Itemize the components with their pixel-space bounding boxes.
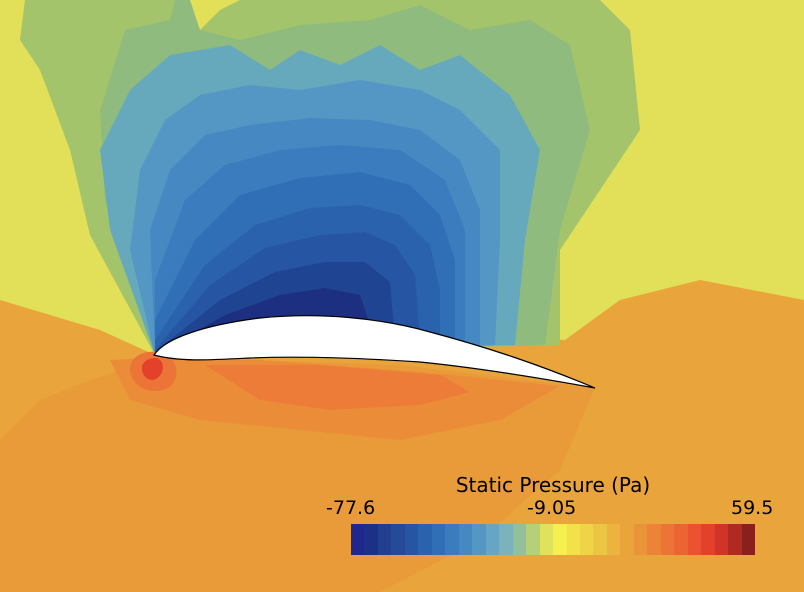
legend-title: Static Pressure (Pa) bbox=[455, 473, 651, 497]
color-bar-swatch bbox=[377, 524, 392, 555]
color-bar-swatch bbox=[364, 524, 378, 555]
color-bar-swatch bbox=[647, 524, 661, 555]
color-bar-swatch bbox=[674, 524, 688, 555]
color-bar-swatch bbox=[687, 524, 702, 555]
color-bar-swatch bbox=[566, 524, 580, 555]
color-bar-swatch bbox=[431, 524, 446, 555]
color-bar-swatch bbox=[404, 524, 419, 555]
color-bar-swatch bbox=[512, 524, 527, 555]
color-bar-swatch bbox=[418, 524, 432, 555]
color-bar-swatch bbox=[620, 524, 634, 555]
color-bar-swatch bbox=[660, 524, 675, 555]
color-bar-swatch bbox=[728, 524, 742, 555]
color-bar-swatch bbox=[741, 524, 756, 555]
color-bar-swatch bbox=[499, 524, 513, 555]
color-bar-swatch bbox=[458, 524, 473, 555]
color-bar-swatch bbox=[579, 524, 594, 555]
color-bar-swatch bbox=[539, 524, 554, 555]
color-bar-swatch bbox=[391, 524, 405, 555]
legend-mid-label: -9.05 bbox=[527, 497, 577, 519]
color-bar-swatch bbox=[445, 524, 459, 555]
legend-max-label: 59.5 bbox=[731, 497, 774, 519]
color-bar-swatch bbox=[472, 524, 486, 555]
color-bar-swatch bbox=[485, 524, 500, 555]
leading-edge-stagnation-inner bbox=[141, 358, 163, 380]
color-bar-swatch bbox=[351, 524, 365, 555]
color-bar-swatch bbox=[633, 524, 648, 555]
color-bar-swatch bbox=[701, 524, 715, 555]
color-bar bbox=[351, 524, 756, 555]
color-bar-swatch bbox=[714, 524, 729, 555]
legend-min-label: -77.6 bbox=[326, 497, 376, 519]
color-bar-swatch bbox=[526, 524, 540, 555]
band-orange-strong bbox=[205, 365, 470, 410]
color-bar-swatch bbox=[553, 524, 567, 555]
upper-pressure-bands bbox=[0, 0, 804, 355]
color-bar-swatch bbox=[606, 524, 621, 555]
color-bar-swatch bbox=[593, 524, 607, 555]
airfoil bbox=[153, 315, 596, 389]
